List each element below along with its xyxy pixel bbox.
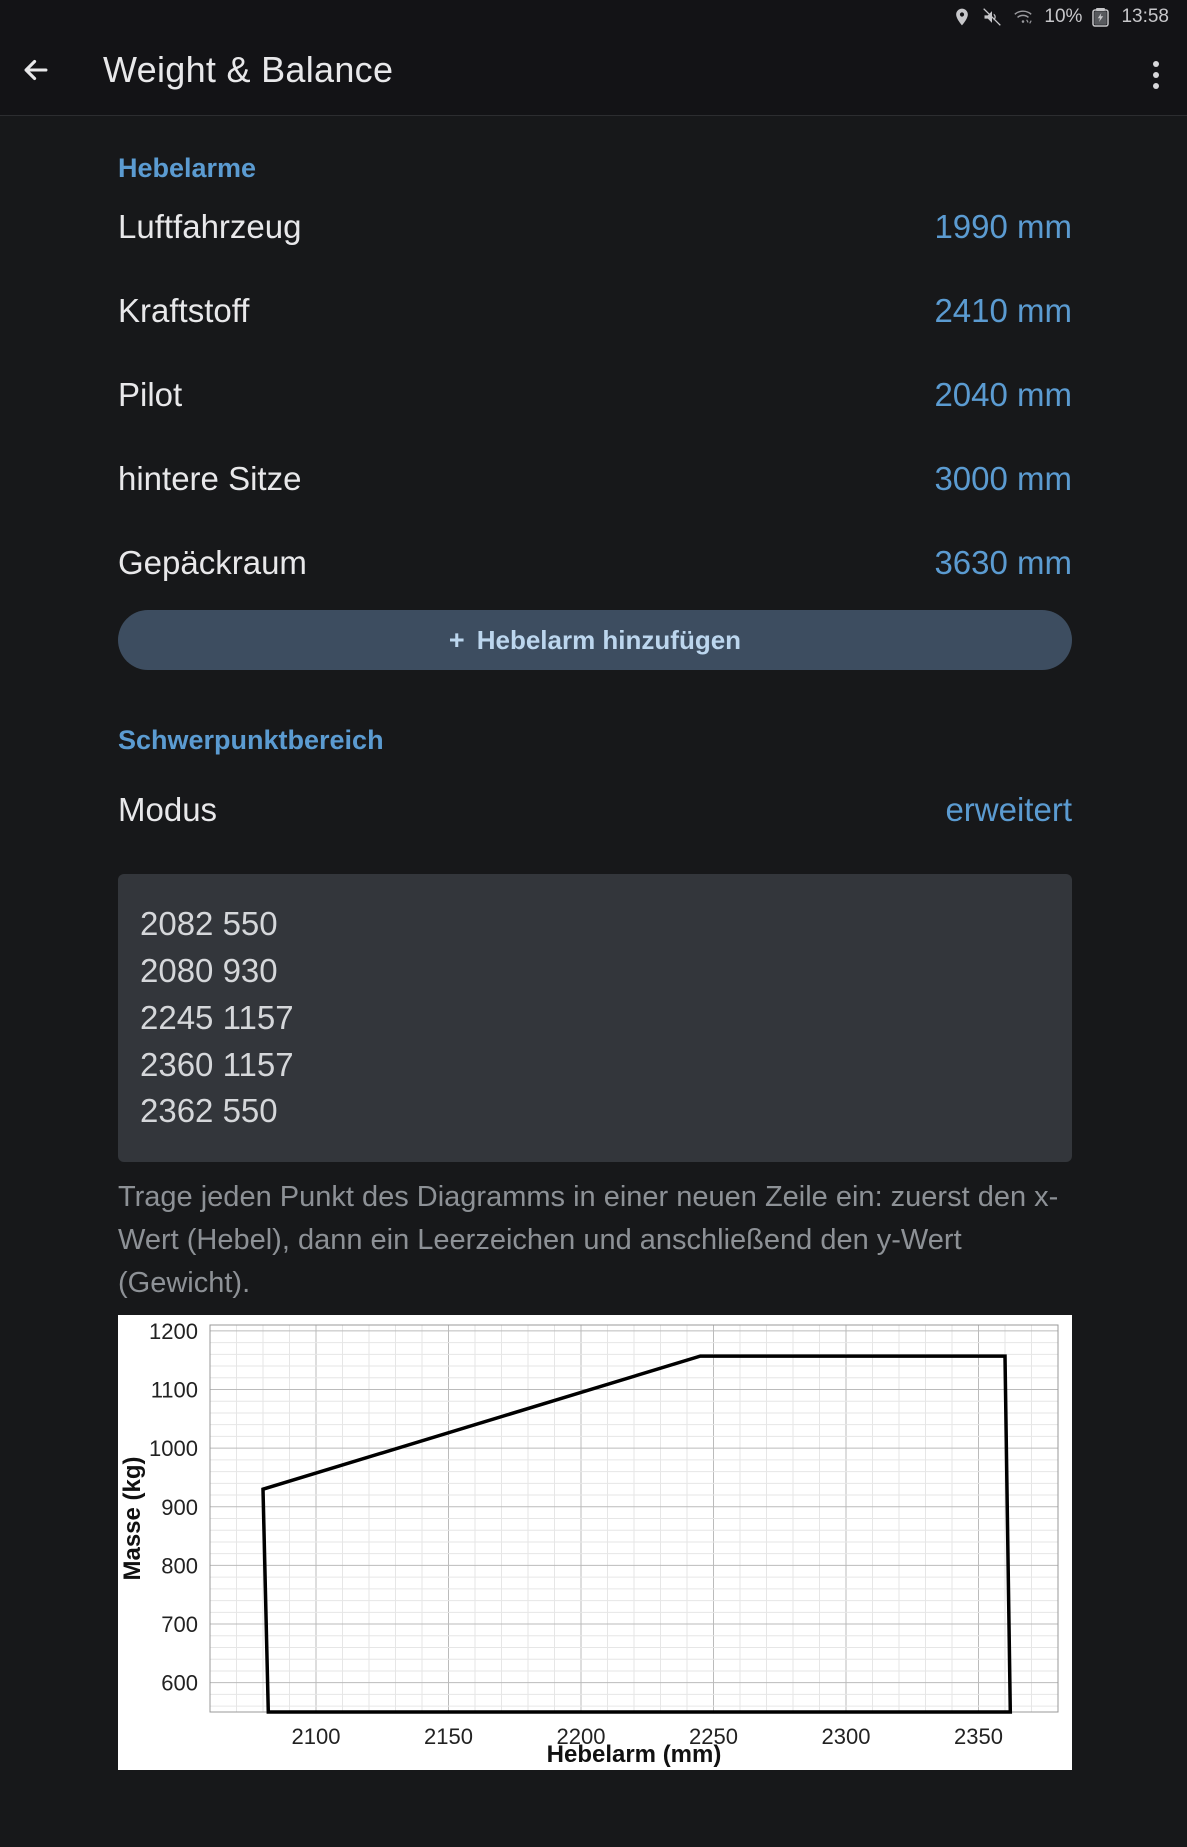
svg-text:900: 900 <box>161 1495 198 1520</box>
svg-text:700: 700 <box>161 1612 198 1637</box>
svg-text:2300: 2300 <box>822 1724 871 1749</box>
svg-text:Hebelarm (mm): Hebelarm (mm) <box>547 1741 722 1768</box>
svg-text:600: 600 <box>161 1671 198 1696</box>
svg-text:1100: 1100 <box>151 1378 198 1403</box>
svg-text:1000: 1000 <box>149 1436 198 1461</box>
svg-text:Masse (kg): Masse (kg) <box>119 1457 146 1581</box>
svg-text:2350: 2350 <box>954 1724 1003 1749</box>
svg-text:2150: 2150 <box>424 1724 473 1749</box>
svg-text:800: 800 <box>161 1554 198 1579</box>
svg-text:2100: 2100 <box>292 1724 341 1749</box>
svg-text:1200: 1200 <box>149 1319 198 1344</box>
